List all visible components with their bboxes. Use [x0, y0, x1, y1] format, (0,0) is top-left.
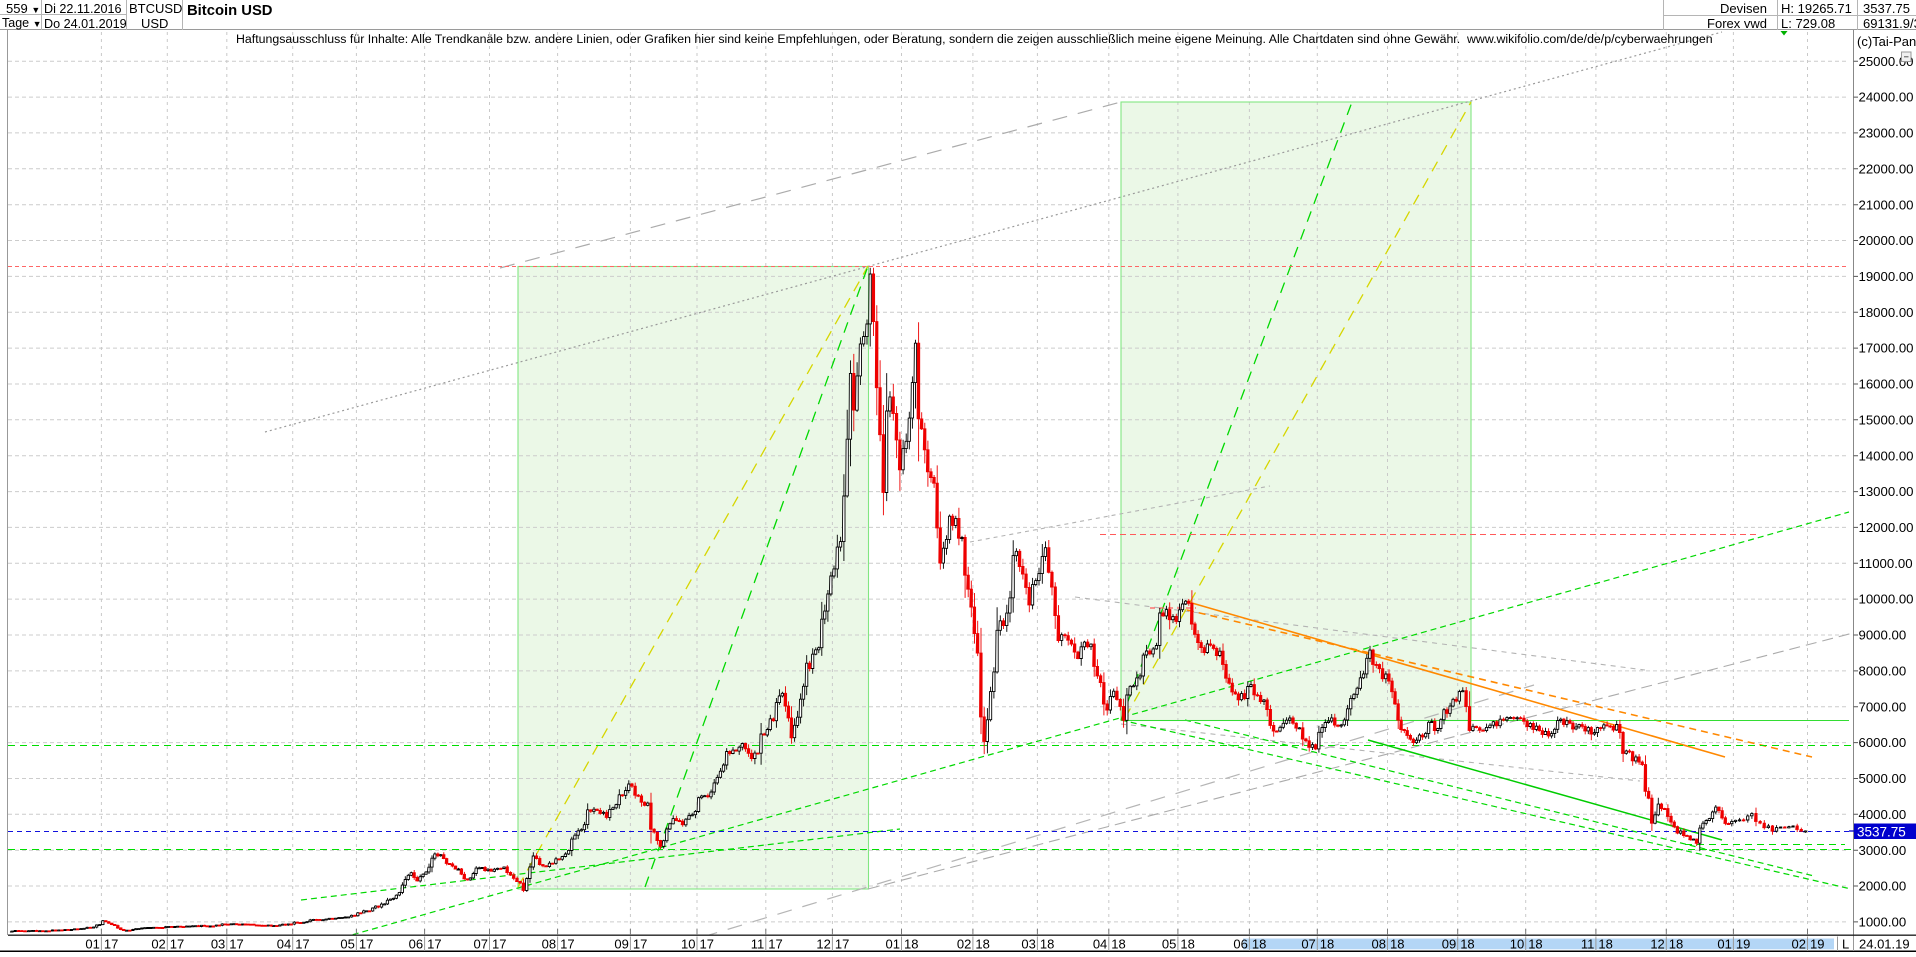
svg-text:16000.00: 16000.00	[1859, 377, 1914, 392]
svg-text:17: 17	[295, 937, 309, 952]
svg-text:5000.00: 5000.00	[1859, 771, 1907, 786]
svg-text:18: 18	[1598, 937, 1612, 952]
svg-text:06: 06	[409, 937, 423, 952]
svg-text:18: 18	[904, 937, 918, 952]
svg-text:17: 17	[492, 937, 506, 952]
svg-text:18: 18	[1460, 937, 1474, 952]
svg-text:17: 17	[835, 937, 849, 952]
svg-text:19000.00: 19000.00	[1859, 269, 1914, 284]
svg-text:12: 12	[1650, 937, 1664, 952]
svg-text:2000.00: 2000.00	[1859, 879, 1907, 894]
svg-text:12000.00: 12000.00	[1859, 520, 1914, 535]
svg-text:22000.00: 22000.00	[1859, 161, 1914, 176]
svg-text:4000.00: 4000.00	[1859, 807, 1907, 822]
svg-text:10000.00: 10000.00	[1859, 592, 1914, 607]
svg-text:03: 03	[1021, 937, 1035, 952]
svg-text:17: 17	[229, 937, 243, 952]
svg-text:09: 09	[614, 937, 628, 952]
svg-text:21000.00: 21000.00	[1859, 197, 1914, 212]
svg-text:07: 07	[474, 937, 488, 952]
svg-text:10: 10	[681, 937, 695, 952]
svg-text:06: 06	[1233, 937, 1247, 952]
svg-text:24.01.19: 24.01.19	[1859, 937, 1910, 952]
svg-text:14000.00: 14000.00	[1859, 448, 1914, 463]
svg-text:18: 18	[1040, 937, 1054, 952]
svg-text:L: L	[1842, 937, 1849, 952]
svg-text:18: 18	[1252, 937, 1266, 952]
svg-text:(c)Tai-Pan: (c)Tai-Pan	[1857, 34, 1916, 49]
svg-text:18000.00: 18000.00	[1859, 305, 1914, 320]
svg-text:11000.00: 11000.00	[1859, 556, 1913, 571]
svg-text:04: 04	[1093, 937, 1107, 952]
svg-text:6000.00: 6000.00	[1859, 735, 1907, 750]
svg-text:7000.00: 7000.00	[1859, 699, 1907, 714]
svg-text:3000.00: 3000.00	[1859, 843, 1907, 858]
svg-text:07: 07	[1301, 937, 1315, 952]
svg-text:11: 11	[751, 937, 765, 952]
svg-text:9000.00: 9000.00	[1859, 628, 1907, 643]
svg-text:18: 18	[1111, 937, 1125, 952]
svg-text:19: 19	[1810, 937, 1824, 952]
svg-text:04: 04	[277, 937, 291, 952]
svg-text:17: 17	[170, 937, 184, 952]
svg-text:1000.00: 1000.00	[1859, 915, 1907, 930]
svg-text:03: 03	[211, 937, 225, 952]
svg-text:02: 02	[957, 937, 971, 952]
svg-text:17: 17	[633, 937, 647, 952]
svg-text:17: 17	[359, 937, 373, 952]
svg-text:17: 17	[104, 937, 118, 952]
svg-text:18: 18	[1669, 937, 1683, 952]
svg-text:05: 05	[340, 937, 354, 952]
svg-text:09: 09	[1442, 937, 1456, 952]
svg-text:3537.75: 3537.75	[1857, 825, 1906, 840]
svg-text:15000.00: 15000.00	[1859, 412, 1914, 427]
svg-text:18: 18	[1320, 937, 1334, 952]
svg-text:01: 01	[1717, 937, 1731, 952]
svg-text:01: 01	[85, 937, 99, 952]
svg-text:02: 02	[151, 937, 165, 952]
svg-text:8000.00: 8000.00	[1859, 664, 1907, 679]
svg-text:17: 17	[700, 937, 714, 952]
svg-text:17000.00: 17000.00	[1859, 341, 1914, 356]
svg-text:23000.00: 23000.00	[1859, 126, 1914, 141]
svg-text:18: 18	[1528, 937, 1542, 952]
svg-text:12: 12	[816, 937, 830, 952]
svg-text:20000.00: 20000.00	[1859, 233, 1914, 248]
svg-text:17: 17	[427, 937, 441, 952]
svg-text:10: 10	[1510, 937, 1524, 952]
svg-text:17: 17	[768, 937, 782, 952]
svg-text:18: 18	[975, 937, 989, 952]
svg-text:17: 17	[560, 937, 574, 952]
svg-text:05: 05	[1162, 937, 1176, 952]
svg-text:08: 08	[542, 937, 556, 952]
svg-text:25000.00: 25000.00	[1859, 54, 1914, 69]
svg-text:02: 02	[1792, 937, 1806, 952]
svg-text:18: 18	[1390, 937, 1404, 952]
svg-text:13000.00: 13000.00	[1859, 484, 1914, 499]
svg-text:11: 11	[1581, 937, 1595, 952]
svg-text:01: 01	[886, 937, 900, 952]
svg-text:08: 08	[1372, 937, 1386, 952]
svg-text:18: 18	[1180, 937, 1194, 952]
svg-text:24000.00: 24000.00	[1859, 90, 1914, 105]
svg-text:19: 19	[1736, 937, 1750, 952]
